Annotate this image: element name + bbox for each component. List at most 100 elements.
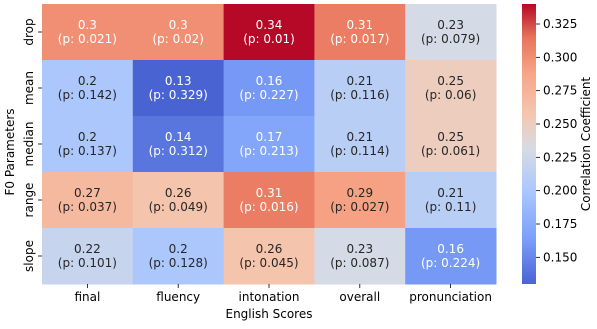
cell-value-label: 0.16 [437,242,464,256]
cell-p-value-label: (p: 0.021) [58,32,117,46]
cell-p-value-label: (p: 0.116) [330,88,389,102]
x-tick-label-final: final [74,290,100,304]
cell-value-label: 0.2 [78,74,97,88]
colorbar-tick-label-0.200: 0.200 [543,184,577,198]
cell-value-label: 0.17 [256,130,283,144]
cell-p-value-label: (p: 0.037) [58,200,117,214]
heatmap-cell-median-fluency [132,116,225,173]
heatmap-cell-range-overall [314,172,406,229]
cell-value-label: 0.31 [256,186,283,200]
heatmap-cell-median-overall [314,116,406,173]
cell-p-value-label: (p: 0.045) [239,256,298,270]
heatmap-cell-mean-overall [314,60,406,117]
cell-p-value-label: (p: 0.312) [149,144,208,158]
colorbar-tick-label-0.275: 0.275 [543,84,577,98]
cell-value-label: 0.16 [256,74,283,88]
cell-p-value-label: (p: 0.079) [421,32,480,46]
colorbar-tick-label-0.325: 0.325 [543,17,577,31]
y-tick-label-drop: drop [22,18,36,45]
heatmap-cell-slope-final [42,228,134,285]
cell-value-label: 0.23 [346,242,373,256]
y-tick-label-range: range [22,183,36,218]
cell-value-label: 0.21 [437,186,464,200]
cell-p-value-label: (p: 0.017) [330,32,389,46]
cell-p-value-label: (p: 0.11) [425,200,477,214]
cell-p-value-label: (p: 0.061) [421,144,480,158]
colorbar [522,4,536,284]
heatmap-cell-drop-fluency [132,4,225,61]
cell-value-label: 0.23 [437,18,464,32]
cell-p-value-label: (p: 0.329) [149,88,208,102]
cell-p-value-label: (p: 0.213) [239,144,298,158]
cell-value-label: 0.26 [256,242,283,256]
heatmap-cell-range-intonation [223,172,315,229]
x-tick-label-pronunciation: pronunciation [409,290,492,304]
y-tick-label-mean: mean [22,71,36,105]
cell-value-label: 0.31 [346,18,373,32]
cell-value-label: 0.25 [437,74,464,88]
y-tick-label-slope: slope [22,240,36,272]
heatmap-cells: 0.3(p: 0.021)0.3(p: 0.02)0.34(p: 0.01)0.… [42,4,497,285]
y-tick-label-median: median [22,122,36,167]
x-tick-label-fluency: fluency [156,290,200,304]
cell-value-label: 0.34 [256,18,283,32]
cell-p-value-label: (p: 0.06) [425,88,477,102]
colorbar-tick-label-0.225: 0.225 [543,150,577,164]
heatmap-cell-mean-pronunciation [405,60,497,117]
y-axis-label: F0 Parameters [3,108,17,195]
cell-p-value-label: (p: 0.016) [239,200,298,214]
heatmap-cell-mean-final [42,60,134,117]
cell-p-value-label: (p: 0.01) [243,32,295,46]
cell-p-value-label: (p: 0.224) [421,256,480,270]
colorbar-label: Correlation Coefficient [579,77,593,212]
x-tick-label-overall: overall [339,290,380,304]
heatmap-cell-median-intonation [223,116,315,173]
colorbar-tick-label-0.175: 0.175 [543,217,577,231]
cell-p-value-label: (p: 0.087) [330,256,389,270]
colorbar-ticks: 0.150 0.175 0.200 0.225 0.250 0.275 0.300 0.325 [536,17,577,264]
cell-p-value-label: (p: 0.027) [330,200,389,214]
x-axis-label: English Scores [225,307,312,321]
heatmap-cell-range-final [42,172,134,229]
cell-value-label: 0.21 [346,74,373,88]
heatmap-cell-range-pronunciation [405,172,497,229]
cell-value-label: 0.3 [78,18,97,32]
heatmap-cell-range-fluency [132,172,225,229]
heatmap-cell-drop-final [42,4,134,61]
heatmap-cell-slope-fluency [132,228,225,285]
cell-value-label: 0.25 [437,130,464,144]
cell-value-label: 0.27 [74,186,101,200]
heatmap-cell-slope-pronunciation [405,228,497,285]
colorbar-tick-label-0.250: 0.250 [543,117,577,131]
cell-p-value-label: (p: 0.142) [58,88,117,102]
cell-value-label: 0.13 [165,74,192,88]
cell-p-value-label: (p: 0.227) [239,88,298,102]
colorbar-tick-label-0.300: 0.300 [543,50,577,64]
y-axis-ticks: drop mean median range slope [22,18,42,272]
x-tick-label-intonation: intonation [239,290,300,304]
colorbar-tick-label-0.150: 0.150 [543,250,577,264]
cell-p-value-label: (p: 0.101) [58,256,117,270]
cell-p-value-label: (p: 0.02) [152,32,204,46]
heatmap-cell-slope-overall [314,228,406,285]
cell-p-value-label: (p: 0.049) [149,200,208,214]
cell-value-label: 0.3 [169,18,188,32]
heatmap-cell-mean-fluency [132,60,225,117]
cell-value-label: 0.2 [169,242,188,256]
heatmap-cell-median-final [42,116,134,173]
cell-value-label: 0.22 [74,242,101,256]
cell-value-label: 0.26 [165,186,192,200]
cell-value-label: 0.29 [346,186,373,200]
cell-value-label: 0.14 [165,130,192,144]
cell-p-value-label: (p: 0.114) [330,144,389,158]
heatmap-cell-slope-intonation [223,228,315,285]
cell-p-value-label: (p: 0.137) [58,144,117,158]
heatmap-cell-median-pronunciation [405,116,497,173]
cell-p-value-label: (p: 0.128) [149,256,208,270]
cell-value-label: 0.21 [346,130,373,144]
heatmap-cell-drop-overall [314,4,406,61]
heatmap-cell-drop-intonation [223,4,315,61]
x-axis-ticks: final fluency intonation overall pronunciati… [74,284,492,304]
